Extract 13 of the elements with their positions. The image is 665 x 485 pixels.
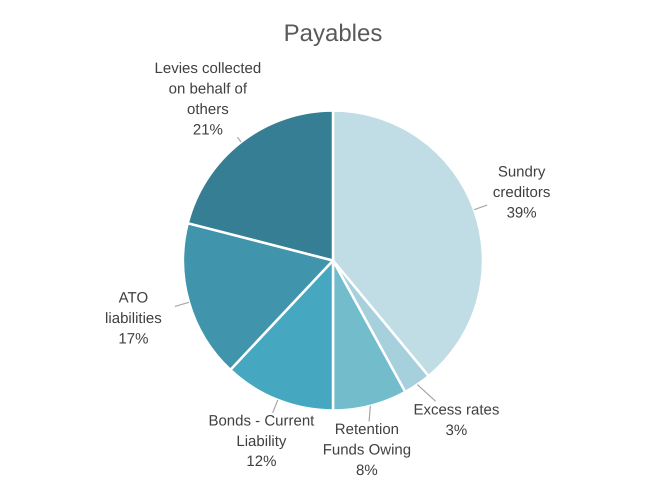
data-label: 39% bbox=[506, 204, 537, 222]
data-label: 8% bbox=[356, 462, 378, 479]
slice-label: Bonds - Current Liability bbox=[208, 412, 316, 450]
data-label: 21% bbox=[192, 121, 223, 138]
data-label: 17% bbox=[118, 330, 148, 348]
slice-label: Excess rates bbox=[413, 402, 500, 419]
slice-label: ATO liabilities bbox=[105, 290, 162, 327]
slice-label: Sundry creditors bbox=[492, 164, 550, 202]
chart-title: Payables bbox=[284, 20, 382, 47]
data-label: 12% bbox=[246, 453, 276, 470]
data-label: 3% bbox=[446, 422, 468, 440]
slice-label: Retention Funds Owing bbox=[322, 421, 412, 458]
slice-label: Levies collected on behalf of others bbox=[154, 60, 262, 118]
